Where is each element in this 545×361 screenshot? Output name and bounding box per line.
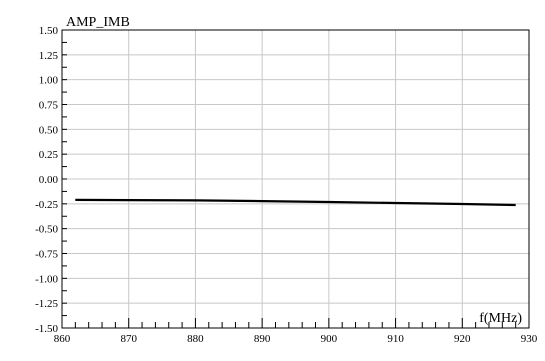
y-tick-label: -0.25 [35,199,58,211]
x-tick-label: 900 [321,333,338,345]
y-tick-label: -1.25 [35,298,58,310]
x-tick-label: 860 [54,333,71,345]
chart-title: AMP_IMB [66,15,130,30]
x-tick-label: 930 [521,333,538,345]
y-tick-label: 1.25 [39,50,59,62]
y-tick-label: 0.25 [39,149,59,161]
minor-ticks [61,29,530,329]
y-tick-label: 1.50 [39,25,59,37]
y-tick-label: 0.75 [39,100,59,112]
x-tick-labels: 860 870 880 890 900 910 920 930 [54,333,538,345]
y-tick-label: -1.50 [35,323,58,335]
y-tick-label: 1.00 [39,75,59,87]
x-tick-label: 890 [254,333,271,345]
grid [62,30,529,328]
x-tick-label: 910 [387,333,404,345]
series-line [75,198,516,207]
y-tick-label: -0.50 [35,224,58,236]
x-tick-label: 870 [120,333,137,345]
y-tick-labels: 1.50 1.25 1.00 0.75 0.50 0.25 0.00 -0.25 -0.50 -0… [35,25,58,335]
y-tick-label: 0.50 [39,124,59,136]
x-tick-label: 880 [187,333,204,345]
series-layer [75,198,516,207]
x-tick-label: 920 [454,333,471,345]
y-tick-label: -0.75 [35,249,58,261]
y-tick-label: -1.00 [35,273,58,285]
x-axis-label: f(MHz) [479,311,522,326]
y-tick-label: 0.00 [39,174,59,186]
